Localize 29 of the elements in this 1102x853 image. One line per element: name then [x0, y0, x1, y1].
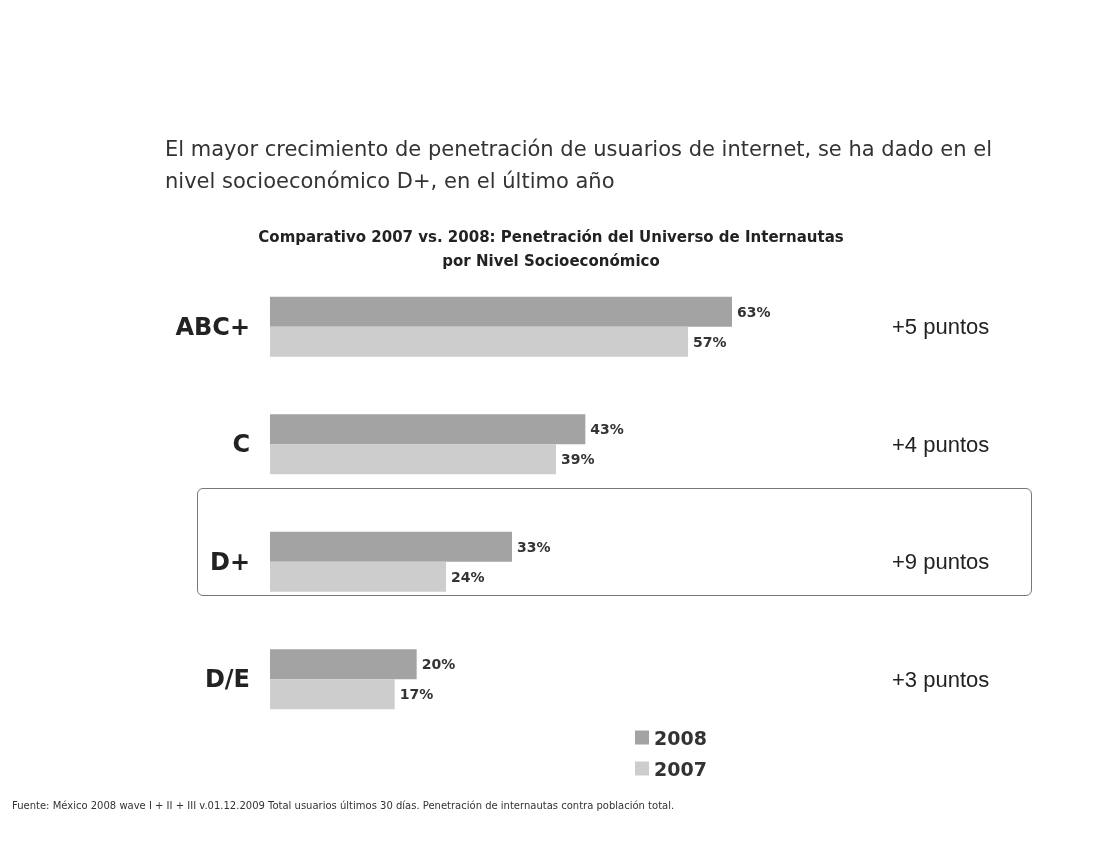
y-tick-label: D/E [204, 665, 250, 694]
y-tick-label: C [232, 430, 250, 459]
bar [270, 444, 556, 475]
y-tick-label: D+ [209, 547, 250, 576]
legend-label: 2007 [654, 757, 707, 780]
source-note: Fuente: México 2008 wave I + II + III v.01.12.2009 Total usuarios últimos 30 días. Penetración de internautas contra población total. [12, 799, 675, 811]
text: +4 puntos [892, 431, 990, 457]
chart-title: El mayor crecimiento de penetración de usuarios de internet, se ha dado en el nivel socioeconómico D+, en el último año [165, 137, 999, 193]
bar [270, 561, 446, 592]
bar [270, 679, 395, 710]
chart-subtitle: Comparativo 2007 vs. 2008: Penetración del Universo de Internautas por Nivel Socioeconómico [258, 228, 844, 270]
bar [270, 296, 732, 327]
text: +9 puntos [892, 549, 990, 575]
data-label: 63% [737, 303, 771, 320]
data-label: 57% [693, 333, 727, 350]
y-tick-label: ABC+ [175, 312, 250, 341]
data-label: 33% [517, 538, 551, 555]
text: +3 puntos [892, 666, 990, 692]
data-label: 43% [590, 421, 624, 438]
data-label: 17% [399, 686, 434, 703]
legend-label: 2008 [654, 726, 707, 749]
data-label: 24% [451, 568, 485, 585]
bar [270, 649, 417, 680]
data-label: 39% [561, 451, 595, 468]
bar [270, 531, 512, 562]
bar [270, 326, 688, 357]
bar [270, 414, 586, 445]
data-label: 20% [421, 656, 456, 673]
text: +5 puntos [892, 314, 990, 340]
